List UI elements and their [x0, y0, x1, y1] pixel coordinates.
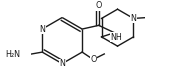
Text: N: N — [39, 25, 45, 34]
Text: O: O — [90, 55, 96, 64]
Text: N: N — [59, 59, 65, 68]
Text: H₂N: H₂N — [5, 50, 20, 59]
Text: N: N — [131, 14, 136, 23]
Text: O: O — [96, 1, 102, 10]
Text: NH: NH — [110, 33, 122, 42]
